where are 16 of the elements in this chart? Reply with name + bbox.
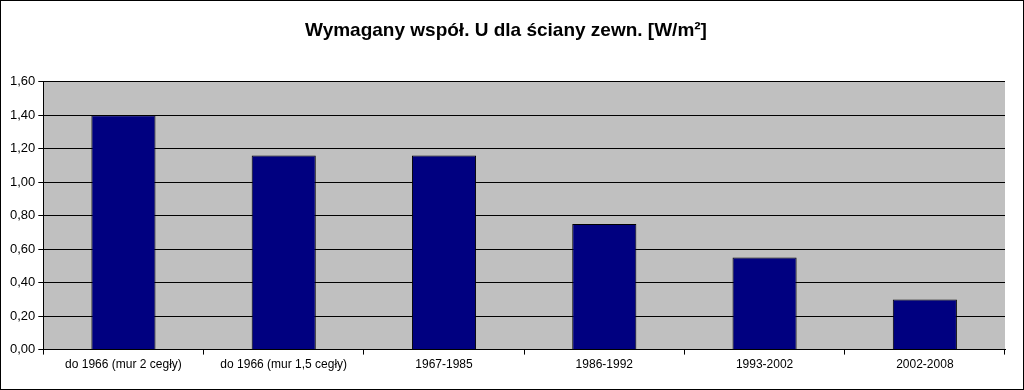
y-tick-label: 1,40: [9, 106, 36, 122]
x-tick-label: 1967-1985: [415, 357, 474, 372]
x-tick-label: do 1966 (mur 1,5 cegły): [220, 357, 348, 372]
y-tick-label: 0,40: [9, 274, 36, 290]
y-tick-label: 0,60: [9, 240, 36, 256]
x-tick-label: 1993-2002: [735, 357, 794, 372]
x-tick-label: 1986-1992: [575, 357, 634, 372]
chart-title: Wymagany współ. U dla ściany zewn. [W/m²]: [305, 18, 707, 40]
y-tick-label: 0,80: [9, 207, 36, 223]
x-tick-label: do 1966 (mur 2 cegły): [65, 357, 182, 372]
y-tick-label: 0,00: [9, 341, 36, 357]
y-tick-label: 0,20: [9, 307, 36, 323]
y-tick-label: 1,20: [9, 140, 36, 156]
x-tick-label: 2002-2008: [896, 357, 954, 372]
y-tick-label: 1,60: [9, 73, 36, 89]
y-tick-label: 1,00: [9, 173, 36, 189]
